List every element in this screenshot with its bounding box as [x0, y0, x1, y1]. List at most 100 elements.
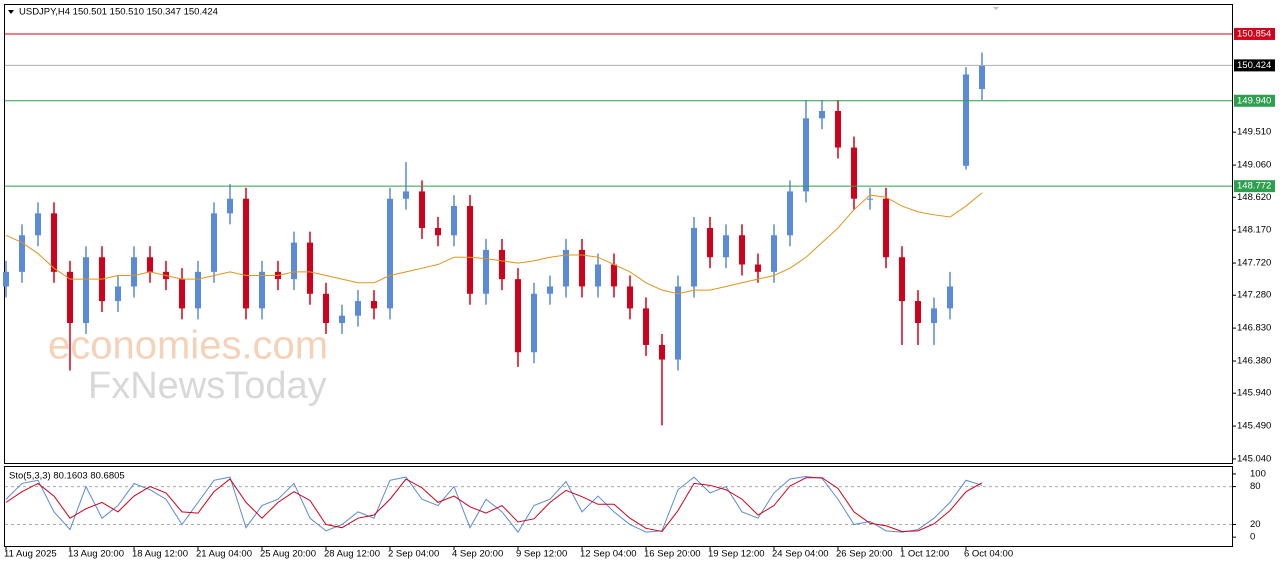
candle-body — [243, 198, 249, 309]
candle-body — [659, 344, 665, 360]
x-tick-label: 26 Sep 20:00 — [836, 549, 893, 560]
x-tick-label: 1 Oct 12:00 — [900, 549, 949, 560]
y-tick-label: 148.620 — [1237, 192, 1271, 203]
y-tick-label: 147.720 — [1237, 258, 1271, 269]
x-tick-label: 11 Aug 2025 — [4, 549, 57, 560]
candle-body — [131, 257, 137, 287]
candle-body — [675, 286, 681, 360]
y-tick-label: 146.380 — [1237, 356, 1271, 367]
candle-body — [35, 213, 41, 236]
y-tick-label: 145.940 — [1237, 388, 1271, 399]
candle-body — [595, 264, 601, 287]
menu-arrow[interactable] — [8, 10, 14, 14]
y-tick-label: 146.830 — [1237, 323, 1271, 334]
main-panel — [4, 4, 1233, 464]
candle-body — [179, 279, 185, 309]
candle-body — [611, 264, 617, 287]
stochastic-line — [5, 477, 983, 533]
candle-body — [547, 286, 553, 294]
x-tick-label: 28 Aug 12:00 — [324, 549, 380, 560]
x-tick-label: 2 Sep 04:00 — [388, 549, 439, 560]
price-level-label: 150.424 — [1237, 60, 1271, 71]
candle-body — [515, 279, 521, 353]
candle-body — [723, 235, 729, 258]
candle-body — [835, 111, 841, 148]
y-tick-label: 0 — [1250, 532, 1255, 543]
indicator-panel — [4, 466, 1233, 547]
candle-body — [51, 213, 57, 272]
y-tick-label: 149.510 — [1237, 127, 1271, 138]
candle-body — [739, 235, 745, 265]
candle-body — [227, 198, 233, 214]
candle-body — [451, 206, 457, 236]
y-tick-label: 20 — [1250, 519, 1261, 530]
candle-body — [195, 271, 201, 309]
price-level-tag — [1234, 27, 1275, 40]
candle-body — [851, 147, 857, 199]
x-tick-label: 4 Sep 20:00 — [452, 549, 503, 560]
price-level-tag — [1234, 180, 1275, 193]
candle-body — [755, 264, 761, 272]
candle-body — [355, 301, 361, 316]
candle-body — [531, 293, 537, 353]
candle-body — [291, 242, 297, 280]
y-tick-label: 147.280 — [1237, 290, 1271, 301]
candle-body — [3, 271, 9, 287]
x-tick-label: 25 Aug 20:00 — [260, 549, 316, 560]
candle-body — [387, 198, 393, 309]
candle-body — [787, 191, 793, 236]
candle-body — [979, 65, 985, 90]
candle-body — [147, 257, 153, 272]
x-tick-label: 13 Aug 20:00 — [68, 549, 124, 560]
candle-body — [915, 301, 921, 324]
x-tick-label: 9 Sep 12:00 — [516, 549, 567, 560]
candle-body — [483, 249, 489, 294]
y-tick-label: 145.490 — [1237, 421, 1271, 432]
candle-body — [819, 111, 825, 119]
candle-body — [403, 191, 409, 199]
scroll-marker — [993, 7, 999, 10]
candle-body — [467, 206, 473, 294]
x-tick-label: 16 Sep 20:00 — [644, 549, 701, 560]
x-tick-label: 21 Aug 04:00 — [196, 549, 252, 560]
candle-body — [371, 301, 377, 309]
x-tick-label: 19 Sep 12:00 — [708, 549, 765, 560]
candle-body — [931, 308, 937, 324]
candle-body — [259, 271, 265, 309]
y-tick-label: 149.060 — [1237, 160, 1271, 171]
x-tick-label: 24 Sep 04:00 — [772, 549, 829, 560]
candle-body — [579, 249, 585, 287]
candle-body — [419, 191, 425, 228]
price-level-label: 148.772 — [1237, 181, 1271, 192]
x-tick-label: 18 Aug 12:00 — [132, 549, 188, 560]
candle-body — [803, 118, 809, 192]
candle-body — [323, 293, 329, 324]
candle-body — [19, 235, 25, 272]
candle-body — [883, 198, 889, 258]
candle-body — [499, 249, 505, 280]
y-tick-label: 145.040 — [1237, 453, 1271, 464]
y-tick-label: 80 — [1250, 481, 1261, 492]
x-tick-label: 6 Oct 04:00 — [964, 549, 1013, 560]
candle-body — [947, 286, 953, 309]
candle-body — [563, 249, 569, 287]
candle-body — [707, 227, 713, 258]
watermark: economies.com — [48, 324, 328, 368]
candle-body — [211, 213, 217, 272]
candle-body — [963, 74, 969, 166]
y-tick-label: 148.170 — [1237, 225, 1271, 236]
price-level-tag — [1234, 94, 1275, 107]
candle-body — [339, 315, 345, 324]
candle-body — [643, 308, 649, 345]
x-tick-label: 12 Sep 04:00 — [580, 549, 637, 560]
chart-title: USDJPY,H4 150.501 150.510 150.347 150.42… — [19, 7, 218, 18]
price-level-tag — [1234, 59, 1275, 72]
watermark: FxNewsToday — [88, 365, 327, 407]
candle-body — [435, 227, 441, 236]
candle-body — [627, 286, 633, 309]
candle-body — [867, 198, 873, 200]
candle-body — [83, 257, 89, 324]
candle-body — [771, 235, 777, 272]
candle-body — [307, 242, 313, 294]
